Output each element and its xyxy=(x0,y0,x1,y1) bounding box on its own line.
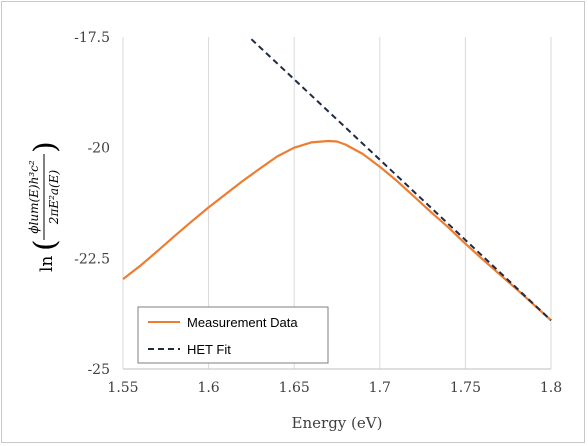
series-layer xyxy=(122,38,552,322)
legend: Measurement Data HET Fit xyxy=(137,306,329,364)
y-tick-label: -17.5 xyxy=(74,30,110,46)
series-line-het-fit xyxy=(250,38,552,322)
y-tick-label: -20 xyxy=(87,141,110,157)
x-tick-label: 1.6 xyxy=(197,380,219,396)
y-axis-title-open-paren: ( xyxy=(28,239,63,251)
legend-label-het-fit: HET Fit xyxy=(187,342,231,357)
y-axis-title-denominator: 2πE²a(E) xyxy=(47,170,61,226)
series-line-measurement-data xyxy=(122,139,552,322)
x-tick-label: 1.55 xyxy=(107,380,138,396)
y-axis-title: ln ( ϕlum(E)h³c² 2πE²a(E) ) xyxy=(27,141,63,272)
legend-box xyxy=(137,306,329,364)
y-axis-title-close-paren: ) xyxy=(28,141,63,153)
x-tick-label: 1.75 xyxy=(450,380,481,396)
y-axis-title-ln: ln xyxy=(37,256,57,272)
x-axis-title: Energy (eV) xyxy=(292,414,383,432)
y-axis-title-numerator: ϕlum(E)h³c² xyxy=(27,160,41,234)
x-tick-label: 1.65 xyxy=(279,380,310,396)
x-tick-label: 1.8 xyxy=(540,380,562,396)
y-tick-labels: -17.5 -20 -22.5 -25 xyxy=(74,30,110,378)
x-tick-labels: 1.55 1.6 1.65 1.7 1.75 1.8 xyxy=(107,380,562,396)
y-tick-label: -22.5 xyxy=(74,251,110,267)
x-tick-label: 1.7 xyxy=(369,380,391,396)
y-tick-label: -25 xyxy=(87,362,110,378)
legend-label-measurement: Measurement Data xyxy=(187,315,298,330)
